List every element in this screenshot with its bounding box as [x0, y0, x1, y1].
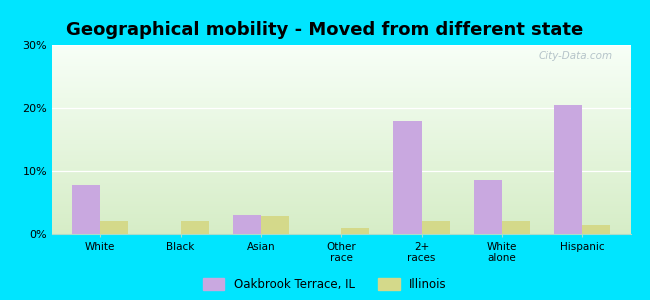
Bar: [422, 221, 450, 234]
Bar: [393, 121, 422, 234]
Text: Geographical mobility - Moved from different state: Geographical mobility - Moved from diffe…: [66, 21, 584, 39]
Bar: [100, 221, 128, 234]
Bar: [72, 185, 100, 234]
Bar: [554, 105, 582, 234]
Text: City-Data.com: City-Data.com: [539, 51, 613, 61]
Bar: [233, 215, 261, 234]
Bar: [502, 221, 530, 234]
Bar: [582, 224, 610, 234]
Bar: [181, 221, 209, 234]
Legend: Oakbrook Terrace, IL, Illinois: Oakbrook Terrace, IL, Illinois: [203, 278, 447, 291]
Bar: [474, 180, 502, 234]
Bar: [261, 216, 289, 234]
Bar: [341, 228, 369, 234]
